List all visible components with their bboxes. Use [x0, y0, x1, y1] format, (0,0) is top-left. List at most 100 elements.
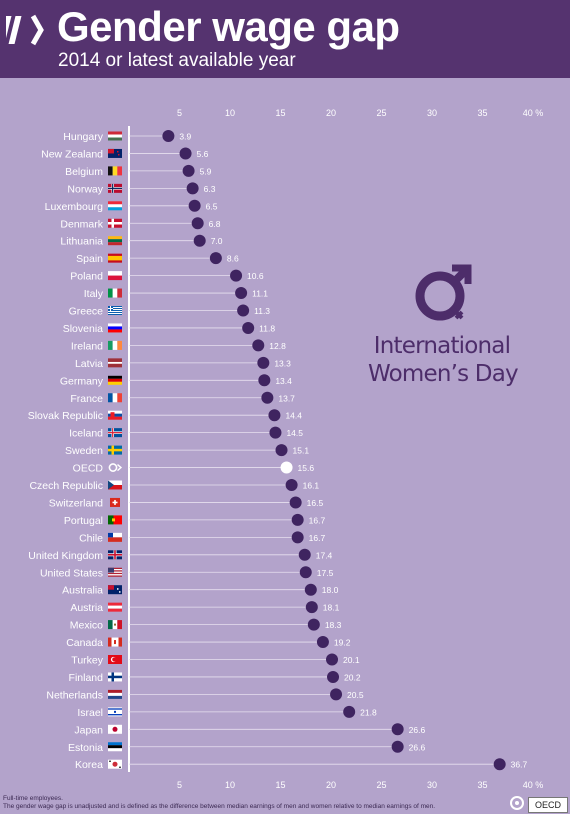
category-label: Slovenia: [63, 323, 103, 335]
value-label: 26.6: [409, 742, 426, 752]
footnote-employees: Full-time employees.: [3, 795, 63, 802]
data-point: [191, 217, 204, 230]
value-label: 5.6: [197, 149, 209, 159]
x-tick-label-top: 20: [326, 108, 336, 118]
data-point: [162, 130, 175, 142]
value-label: 18.3: [325, 620, 342, 630]
flag-at-icon: [108, 602, 122, 612]
oecd-logo-icon: [6, 14, 44, 46]
flag-es-icon: [108, 253, 122, 263]
flag-il-icon: [108, 707, 122, 717]
value-label: 15.1: [293, 446, 310, 456]
data-point: [299, 566, 312, 579]
value-label: 19.2: [334, 638, 351, 648]
category-label: Slovak Republic: [28, 410, 103, 422]
data-point: [188, 199, 201, 212]
flag-pl-icon: [108, 271, 122, 281]
flag-lt-icon: [108, 236, 122, 246]
category-label: OECD: [73, 463, 104, 475]
flag-de-icon: [108, 375, 122, 385]
value-label: 16.7: [309, 533, 326, 543]
data-point: [391, 740, 404, 753]
x-tick-label-top: 40 %: [523, 108, 544, 118]
data-point: [298, 548, 311, 561]
page-title: Gender wage gap: [57, 3, 400, 50]
x-tick-label-bottom: 35: [477, 780, 487, 790]
category-label: Belgium: [65, 166, 103, 178]
flag-nl-icon: [108, 689, 122, 699]
value-label: 20.2: [344, 672, 361, 682]
category-label: Denmark: [60, 218, 103, 230]
data-point: [186, 182, 199, 195]
value-label: 8.6: [227, 254, 239, 264]
category-label: United States: [40, 567, 103, 579]
category-label: Greece: [69, 306, 104, 318]
x-tick-label-bottom: 40 %: [523, 780, 544, 790]
x-tick-label-bottom: 25: [376, 780, 386, 790]
value-label: 36.7: [511, 760, 528, 770]
category-label: Switzerland: [49, 497, 103, 509]
x-tick-label-top: 15: [275, 108, 285, 118]
category-label: Latvia: [75, 358, 103, 370]
flag-jp-icon: [108, 724, 122, 734]
value-label: 11.8: [259, 323, 275, 333]
oecd-mark-icon: [510, 796, 524, 810]
value-label: 6.3: [204, 184, 216, 194]
category-label: Israel: [77, 707, 103, 719]
data-point-highlight: [280, 461, 293, 474]
value-label: 7.0: [211, 236, 223, 246]
value-label: 14.4: [285, 411, 302, 421]
flag-gr-icon: [108, 306, 122, 315]
flag-us-icon: [108, 567, 122, 577]
value-label: 26.6: [409, 725, 426, 735]
value-label: 10.6: [247, 271, 264, 281]
flag-lv-icon: [108, 358, 122, 368]
data-point: [316, 636, 329, 649]
value-label: 21.8: [360, 707, 377, 717]
flag-lu-icon: [108, 201, 122, 211]
value-label: 12.8: [269, 341, 286, 351]
x-tick-label-bottom: 15: [275, 780, 285, 790]
value-label: 20.5: [347, 690, 364, 700]
category-label: Lithuania: [60, 236, 103, 248]
category-label: Hungary: [63, 131, 103, 143]
flag-oecd-icon: [108, 463, 123, 472]
data-point: [291, 513, 304, 526]
x-tick-label-top: 10: [225, 108, 235, 118]
category-label: Ireland: [71, 340, 103, 352]
flag-fr-icon: [108, 393, 122, 403]
flag-ca-icon: [108, 637, 122, 647]
page-subtitle: 2014 or latest available year: [58, 50, 296, 71]
data-point: [252, 339, 265, 352]
category-label: Czech Republic: [29, 480, 103, 492]
x-tick-label-bottom: 30: [427, 780, 437, 790]
flag-it-icon: [108, 288, 122, 298]
value-label: 6.5: [206, 201, 218, 211]
data-point: [304, 583, 317, 596]
flag-ee-icon: [108, 742, 122, 752]
category-label: Sweden: [65, 445, 103, 457]
value-label: 3.9: [179, 132, 191, 142]
flag-is-icon: [108, 428, 122, 438]
value-label: 18.1: [323, 603, 340, 613]
flag-tr-icon: [108, 655, 122, 664]
data-point: [307, 618, 320, 631]
flag-dk-icon: [108, 218, 122, 228]
category-label: Spain: [76, 253, 103, 265]
category-label: Chile: [79, 532, 103, 544]
data-point: [269, 426, 282, 439]
data-point: [268, 409, 281, 422]
source-label: OECD: [528, 797, 568, 813]
value-label: 13.7: [278, 393, 295, 403]
value-label: 11.3: [254, 306, 270, 316]
flag-au-icon: [108, 585, 122, 595]
category-label: Poland: [70, 271, 103, 283]
category-label: Korea: [75, 759, 103, 771]
category-label: Japan: [74, 724, 103, 736]
flag-nz-icon: [108, 148, 122, 158]
value-label: 17.4: [316, 550, 333, 560]
value-label: 18.0: [322, 585, 339, 595]
category-label: New Zealand: [41, 148, 103, 160]
flag-ie-icon: [108, 340, 122, 350]
category-label: Luxembourg: [45, 201, 104, 213]
